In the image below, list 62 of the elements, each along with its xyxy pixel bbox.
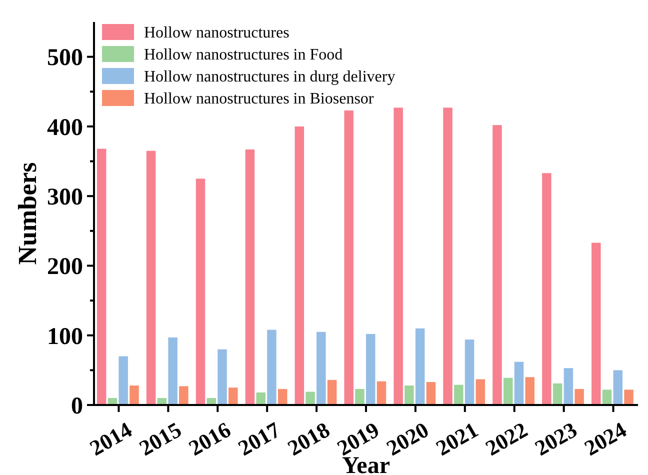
bar bbox=[376, 381, 386, 405]
bar bbox=[327, 380, 337, 405]
bar bbox=[256, 392, 266, 405]
y-tick-label: 200 bbox=[47, 254, 83, 280]
bar bbox=[514, 362, 524, 405]
bar bbox=[146, 150, 156, 405]
bar bbox=[294, 126, 304, 405]
y-tick-label: 400 bbox=[47, 114, 83, 141]
bar bbox=[245, 149, 255, 405]
bar bbox=[118, 356, 128, 405]
bar bbox=[404, 386, 414, 405]
bar bbox=[218, 349, 227, 405]
bar bbox=[574, 388, 584, 405]
bar bbox=[196, 178, 206, 405]
bar bbox=[394, 108, 403, 405]
x-tick-label: 2023 bbox=[530, 416, 582, 461]
x-tick-label: 2020 bbox=[382, 416, 433, 461]
bar bbox=[355, 388, 364, 405]
y-tick-label: 300 bbox=[47, 184, 83, 210]
x-tick-label: 2024 bbox=[580, 416, 631, 461]
bar bbox=[454, 384, 464, 405]
bar bbox=[624, 390, 634, 405]
bar bbox=[366, 334, 376, 405]
x-tick-label: 2022 bbox=[481, 416, 532, 461]
legend-label: Hollow nanostructures in Biosensor bbox=[144, 90, 374, 108]
bar bbox=[426, 382, 436, 405]
x-tick-label: 2018 bbox=[283, 416, 334, 461]
bar bbox=[542, 173, 552, 405]
x-tick-label: 2021 bbox=[432, 416, 482, 461]
x-tick-label: 2015 bbox=[134, 416, 186, 461]
bar bbox=[503, 378, 513, 405]
bar bbox=[552, 383, 562, 405]
x-tick-label: 2016 bbox=[184, 416, 235, 461]
bar bbox=[130, 386, 139, 405]
bar bbox=[476, 379, 486, 405]
bar bbox=[613, 370, 623, 405]
y-tick-label: 0 bbox=[71, 393, 83, 420]
bar bbox=[306, 392, 315, 405]
x-tick-label: 2014 bbox=[85, 416, 136, 461]
bar bbox=[492, 125, 502, 405]
legend-label: Hollow nanostructures in Food bbox=[144, 46, 343, 64]
bar bbox=[316, 332, 326, 405]
legend-label: Hollow nanostructures bbox=[144, 24, 290, 42]
bar bbox=[443, 108, 452, 405]
legend-label: Hollow nanostructures in durg delivery bbox=[144, 68, 396, 86]
bar bbox=[278, 388, 288, 405]
bar bbox=[525, 377, 534, 405]
y-tick-label: 100 bbox=[47, 324, 83, 350]
bar bbox=[602, 390, 612, 405]
bar bbox=[464, 340, 474, 405]
bar bbox=[267, 330, 276, 405]
bar bbox=[415, 328, 425, 405]
bar bbox=[179, 386, 188, 405]
bar bbox=[564, 368, 574, 405]
x-tick-label: 2017 bbox=[234, 416, 284, 461]
y-axis-title: Numbers bbox=[13, 162, 42, 265]
bar bbox=[344, 110, 354, 405]
bar bbox=[228, 388, 238, 405]
bar bbox=[592, 242, 601, 405]
y-tick-label: 500 bbox=[47, 45, 83, 72]
bar bbox=[168, 337, 178, 405]
bar bbox=[96, 148, 106, 405]
